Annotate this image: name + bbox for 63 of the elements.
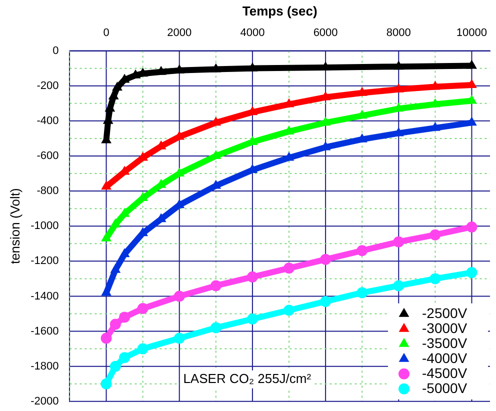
- y-tick-label: -600: [36, 150, 59, 162]
- point: [110, 264, 120, 273]
- point: [100, 378, 112, 390]
- legend-label: -3500V: [422, 334, 468, 351]
- y-tick-label: -1600: [30, 325, 59, 338]
- point: [119, 352, 130, 364]
- y-tick-label: -200: [36, 80, 59, 92]
- point: [174, 332, 185, 344]
- y-axis-title: tension (Volt): [7, 188, 22, 264]
- point: [112, 82, 122, 91]
- y-tick-label: -1800: [30, 360, 59, 372]
- point: [284, 262, 295, 274]
- point: [466, 221, 478, 232]
- point: [210, 280, 222, 292]
- point: [466, 267, 478, 278]
- point: [246, 271, 258, 282]
- point: [393, 280, 404, 292]
- point: [120, 208, 130, 217]
- point: [394, 61, 404, 70]
- y-tick-label: 0: [52, 44, 59, 57]
- annotation: LASER CO₂ 255J/cm²: [183, 370, 312, 386]
- y-tick-label: -2000: [30, 395, 59, 408]
- point: [137, 343, 148, 354]
- point: [320, 254, 332, 265]
- x-tick-label: 6000: [313, 27, 338, 40]
- point: [110, 360, 121, 372]
- point: [137, 302, 148, 314]
- point: [174, 290, 185, 302]
- y-tick-label: -400: [36, 114, 59, 127]
- point: [211, 64, 221, 72]
- point: [210, 322, 222, 334]
- point: [248, 62, 258, 72]
- legend-label: -4000V: [422, 350, 468, 366]
- point: [120, 248, 130, 258]
- legend-label: -4500V: [422, 364, 468, 381]
- x-tick-label: 4000: [240, 27, 265, 40]
- y-tick-label: -1000: [30, 220, 59, 232]
- x-tick-label: 2000: [167, 27, 192, 40]
- point: [356, 287, 368, 298]
- point: [101, 181, 112, 190]
- y-tick-label: -1400: [30, 290, 59, 302]
- legend-label: -2500V: [422, 304, 468, 321]
- y-tick-label: -1200: [30, 255, 59, 268]
- point: [100, 332, 112, 344]
- point: [393, 236, 404, 248]
- point: [119, 312, 130, 323]
- legend-label: -3000V: [422, 320, 468, 336]
- point: [101, 232, 112, 242]
- point: [246, 314, 258, 325]
- point: [430, 273, 441, 284]
- legend-label: -5000V: [422, 380, 468, 396]
- point: [356, 245, 368, 256]
- y-tick-label: -800: [36, 185, 59, 198]
- point: [430, 229, 441, 240]
- point: [110, 318, 121, 330]
- point: [110, 218, 120, 228]
- x-tick-label: 8000: [386, 27, 411, 40]
- point: [466, 60, 477, 69]
- point: [320, 296, 332, 307]
- point: [284, 304, 295, 316]
- x-tick-label: 0: [103, 27, 110, 40]
- x-tick-label: 10000: [456, 27, 488, 40]
- x-axis-title: Temps (sec): [242, 3, 318, 18]
